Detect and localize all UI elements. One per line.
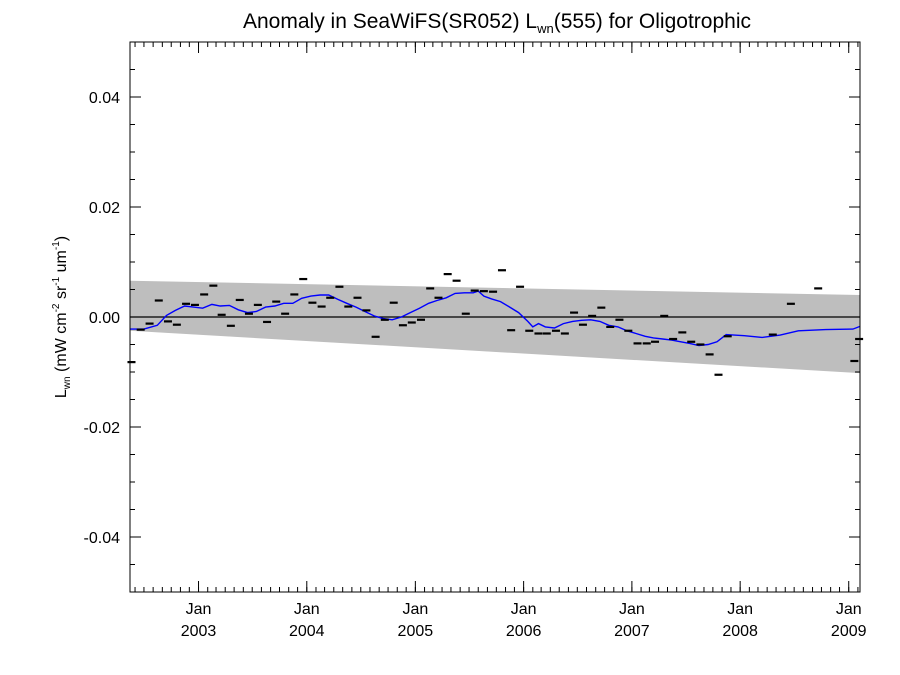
x-tick-year-label: 2005 [398,623,434,640]
uncertainty-band [130,280,860,374]
chart-title: Anomaly in SeaWiFS(SR052) Lwn(555) for O… [243,10,751,36]
x-tick-month-label: Jan [186,601,212,618]
x-tick-month-label: Jan [294,601,320,618]
y-tick-label: 0.00 [89,310,120,327]
x-tick-month-label: Jan [727,601,753,618]
chart-title-pre: Anomaly in SeaWiFS(SR052) L [243,10,537,33]
y-axis-label-main: L [53,389,70,398]
smoothed-series-line [130,290,861,347]
x-tick-year-label: 2009 [831,623,867,640]
x-tick-month-label: Jan [836,601,862,618]
y-tick-label: -0.02 [84,420,121,437]
x-tick-year-label: 2007 [614,623,650,640]
y-axis-label-open: (mW cm [53,312,70,376]
y-axis-label-sup1: -2 [51,303,62,312]
x-tick-year-label: 2008 [722,623,758,640]
y-axis-label-close: ) [53,236,70,241]
plot-area: 0.04 0.02 0.00 -0.02 -0.04 Jan 2003 Jan 2004 Jan 2… [84,41,867,640]
y-axis-label-mid2: um [53,250,70,277]
x-tick-year-label: 2003 [181,623,217,640]
x-tick-month-label: Jan [511,601,537,618]
y-tick-label: 0.04 [89,90,120,107]
plot-frame [129,41,861,593]
y-tick-label: 0.02 [89,200,120,217]
x-tick-year-label: 2004 [289,623,325,640]
y-axis-label-sup3: -1 [51,241,62,250]
y-axis-label-sup2: -1 [51,276,62,285]
x-tick-year-label: 2006 [506,623,542,640]
y-axis-label: Lwn (mW cm-2 sr-1 um-1) [51,236,73,398]
chart-title-sub: wn [536,21,554,36]
chart-title-post: (555) for Oligotrophic [554,10,751,33]
y-axis-label-sub: wn [62,376,73,390]
x-tick-month-label: Jan [402,601,428,618]
x-tick-month-label: Jan [619,601,645,618]
y-axis-label-mid1: sr [53,285,70,303]
y-tick-label: -0.04 [84,530,121,547]
